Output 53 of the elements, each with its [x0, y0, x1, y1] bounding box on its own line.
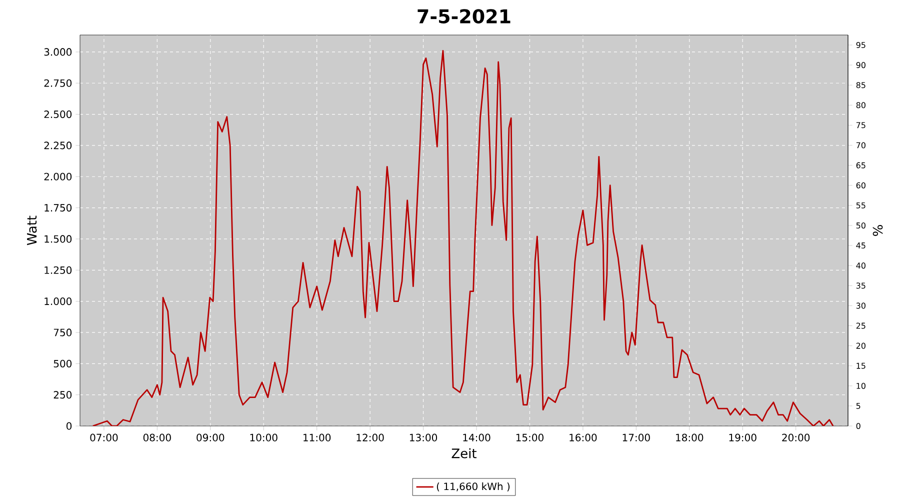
x-axis-title: Zeit — [452, 448, 476, 458]
y-tick-label: 2.000 — [44, 172, 72, 180]
y-axis-title: Watt — [27, 216, 37, 246]
y2-tick-label: 40 — [856, 262, 866, 269]
legend-label: ( 11,660 kWh ) — [436, 482, 510, 492]
line-series — [92, 50, 834, 426]
x-tick-label: 10:00 — [250, 434, 278, 442]
y2-tick-label: 70 — [856, 142, 866, 148]
y-tick-label: 1.500 — [44, 235, 72, 243]
x-tick-label: 14:00 — [463, 434, 490, 442]
y2-tick-label: 65 — [856, 162, 866, 168]
y-tick-label: 1.750 — [44, 204, 72, 212]
y2-tick-label: 85 — [856, 82, 866, 88]
y-tick-label: 2.250 — [44, 142, 72, 150]
y2-tick-label: 30 — [856, 302, 866, 309]
x-tick-label: 08:00 — [143, 434, 171, 442]
x-tick-label: 16:00 — [570, 434, 597, 442]
y2-tick-label: 55 — [856, 202, 866, 208]
y2-tick-label: 5 — [856, 402, 860, 409]
y-tick-label: 2.750 — [44, 79, 72, 87]
y-tick-label: 0 — [66, 422, 72, 430]
y2-tick-label: 90 — [856, 62, 866, 68]
y2-tick-label: 35 — [856, 282, 866, 289]
x-tick-label: 18:00 — [676, 434, 704, 442]
x-tick-label: 11:00 — [304, 434, 331, 442]
y-tick-label: 500 — [54, 360, 72, 368]
y2-tick-label: 0 — [856, 422, 860, 430]
y2-tick-label: 75 — [856, 122, 866, 128]
y2-tick-label: 45 — [856, 242, 866, 248]
x-tick-label: 15:00 — [516, 434, 544, 442]
x-tick-label: 12:00 — [356, 434, 384, 442]
y2-tick-label: 10 — [856, 382, 866, 389]
y2-tick-label: 15 — [856, 362, 866, 369]
y2-tick-label: 95 — [856, 42, 866, 48]
y2-tick-label: 80 — [856, 102, 866, 108]
x-tick-label: 19:00 — [729, 434, 756, 442]
x-tick-label: 20:00 — [782, 434, 810, 442]
x-tick-label: 13:00 — [410, 434, 438, 442]
y-tick-label: 2.500 — [44, 110, 72, 118]
y2-tick-label: 20 — [856, 342, 866, 349]
y-tick-label: 1.250 — [44, 266, 72, 274]
y-tick-label: 1.000 — [44, 298, 72, 306]
x-tick-label: 17:00 — [622, 434, 650, 442]
y-tick-label: 750 — [54, 328, 72, 336]
y2-tick-label: 25 — [856, 322, 866, 329]
chart-title: 7-5-2021 — [418, 9, 510, 24]
y-tick-label: 3.000 — [44, 48, 72, 56]
x-tick-label: 07:00 — [90, 434, 118, 442]
y2-axis-title: % — [872, 225, 883, 236]
x-tick-label: 09:00 — [196, 434, 224, 442]
y2-tick-label: 50 — [856, 222, 866, 228]
y-tick-label: 250 — [54, 391, 72, 399]
y2-tick-label: 60 — [856, 182, 866, 188]
